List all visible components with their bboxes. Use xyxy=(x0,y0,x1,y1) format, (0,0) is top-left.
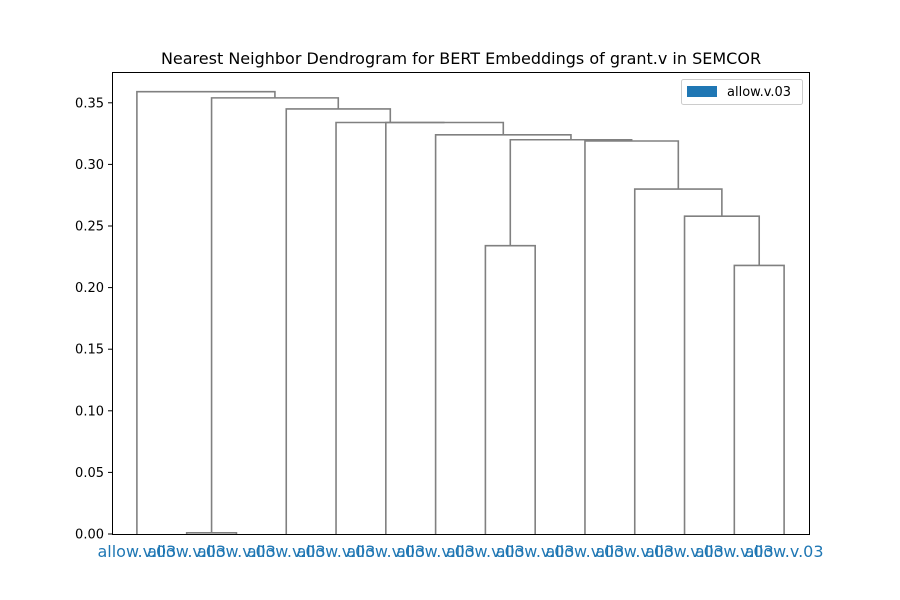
leaf-label: allow.v.03 xyxy=(745,542,824,561)
dendrogram-link xyxy=(509,138,633,246)
legend-swatch xyxy=(687,86,717,97)
y-tick-label: 0.00 xyxy=(75,528,104,543)
plot-frame xyxy=(112,72,810,535)
dendrogram-link xyxy=(484,244,536,534)
leaf-label: allow.v.03 xyxy=(147,542,226,561)
y-axis: 0.00 0.05 0.10 0.15 0.20 0.25 0.30 0.35 xyxy=(75,96,112,543)
dendrogram-link xyxy=(136,90,276,534)
leaf-label: allow.v.03 xyxy=(197,542,276,561)
leaf-label: allow.v.03 xyxy=(97,542,176,561)
dendrogram-link xyxy=(335,121,445,534)
dendrogram-link xyxy=(210,97,340,533)
dendrogram-link xyxy=(584,140,680,534)
leaf-label: allow.v.03 xyxy=(496,542,575,561)
leaf-label: allow.v.03 xyxy=(595,542,674,561)
dendrogram-link xyxy=(185,531,238,534)
leaf-label: allow.v.03 xyxy=(695,542,774,561)
dendrogram-links xyxy=(136,90,785,534)
chart-title: Nearest Neighbor Dendrogram for BERT Emb… xyxy=(161,49,761,68)
leaf-label: allow.v.03 xyxy=(546,542,625,561)
y-tick-label: 0.05 xyxy=(75,466,104,481)
y-tick-label: 0.25 xyxy=(75,220,104,235)
leaf-labels: allow.v.03allow.v.03allow.v.03allow.v.03… xyxy=(97,542,823,561)
dendrogram-link xyxy=(434,134,572,534)
y-tick-label: 0.30 xyxy=(75,158,104,173)
dendrogram-link xyxy=(385,121,505,534)
leaf-label: allow.v.03 xyxy=(297,542,376,561)
leaf-label: allow.v.03 xyxy=(446,542,525,561)
y-tick-label: 0.35 xyxy=(75,96,104,111)
leaf-label: allow.v.03 xyxy=(396,542,475,561)
legend-frame xyxy=(681,79,803,105)
legend-label: allow.v.03 xyxy=(727,85,791,100)
y-tick-label: 0.20 xyxy=(75,281,104,296)
dendrogram-link xyxy=(633,188,723,534)
leaf-label: allow.v.03 xyxy=(247,542,326,561)
leaf-label: allow.v.03 xyxy=(645,542,724,561)
y-tick-label: 0.15 xyxy=(75,343,104,358)
dendrogram-link xyxy=(285,108,392,534)
dendrogram-link xyxy=(733,264,785,534)
y-tick-label: 0.10 xyxy=(75,404,104,419)
dendrogram-link xyxy=(683,215,761,534)
legend: allow.v.03 xyxy=(681,79,803,105)
leaf-label: allow.v.03 xyxy=(346,542,425,561)
